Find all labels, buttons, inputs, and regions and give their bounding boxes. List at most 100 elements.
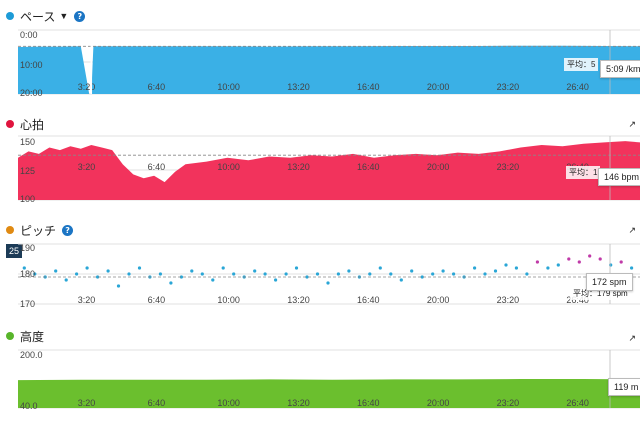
y-axis-label: 180 bbox=[20, 269, 35, 279]
elevation-title: 高度 bbox=[20, 329, 45, 344]
heart-average-label: 平均：1 bbox=[566, 166, 601, 179]
cadence-point bbox=[525, 272, 529, 276]
cadence-point bbox=[504, 263, 508, 267]
cadence-point bbox=[483, 272, 487, 276]
cadence-point bbox=[441, 269, 445, 273]
heart-section-header: 心拍 bbox=[0, 115, 44, 133]
help-icon[interactable]: ? bbox=[74, 10, 86, 22]
cadence-point bbox=[22, 266, 26, 270]
x-tick-label: 10:00 bbox=[217, 82, 240, 92]
x-tick-label: 10:00 bbox=[217, 162, 240, 172]
help-icon[interactable]: ? bbox=[62, 224, 74, 236]
y-axis-label: 20:00 bbox=[20, 88, 43, 98]
cadence-point bbox=[64, 278, 68, 282]
x-tick-label: 26:40 bbox=[566, 82, 589, 92]
cadence-point bbox=[294, 266, 299, 270]
cadence-point bbox=[368, 272, 372, 276]
cadence-section-header: ピッチ ? bbox=[0, 221, 74, 239]
pace-title: ペース bbox=[20, 9, 56, 24]
cadence-point bbox=[116, 284, 121, 288]
cadence-point bbox=[315, 272, 320, 276]
pace-chart[interactable]: 0:00 10:00 20:00 3:20 6:40 10:00 13:20 16:40 20:… bbox=[0, 28, 640, 98]
cadence-point bbox=[54, 269, 58, 273]
cadence-point bbox=[546, 266, 550, 270]
x-tick-label: 26:40 bbox=[566, 295, 589, 305]
cadence-point bbox=[567, 257, 571, 261]
cadence-point bbox=[347, 269, 351, 273]
x-tick-label: 3:20 bbox=[78, 398, 96, 408]
cadence-chart[interactable]: 190 180 170 3:20 6:40 10:00 13:20 16:40 20:00 23:… bbox=[0, 240, 640, 310]
cadence-point bbox=[609, 263, 613, 267]
y-axis-label: 200.0 bbox=[20, 350, 43, 360]
cadence-point bbox=[378, 266, 382, 270]
cadence-point bbox=[431, 272, 435, 276]
cadence-point bbox=[179, 275, 183, 279]
x-tick-label: 3:20 bbox=[78, 162, 96, 172]
cadence-point bbox=[556, 263, 560, 267]
cadence-point bbox=[336, 272, 340, 276]
cadence-point bbox=[211, 278, 215, 282]
x-tick-label: 3:20 bbox=[78, 295, 96, 305]
cadence-point bbox=[326, 281, 330, 285]
y-axis-label: 0:00 bbox=[20, 30, 38, 40]
elevation-chart[interactable]: 200.0 40.0 3:20 6:40 10:00 13:20 16:40 20:00 23:… bbox=[0, 346, 640, 421]
x-tick-label: 13:20 bbox=[287, 295, 310, 305]
y-axis-label: 40.0 bbox=[20, 401, 38, 411]
expand-icon[interactable]: ↗ bbox=[628, 226, 636, 236]
x-tick-label: 23:20 bbox=[497, 162, 520, 172]
heart-dot-icon bbox=[6, 120, 14, 128]
cadence-point bbox=[410, 269, 414, 273]
elevation-section-header: 高度 bbox=[0, 327, 44, 345]
pace-current-tooltip: 5:09 /km bbox=[600, 60, 640, 78]
cadence-point bbox=[452, 272, 456, 276]
x-tick-label: 23:20 bbox=[497, 82, 520, 92]
cadence-point bbox=[263, 272, 267, 276]
cadence-point bbox=[493, 269, 498, 273]
cadence-point bbox=[200, 272, 204, 276]
heart-chart[interactable]: 150 125 100 3:20 6:40 10:00 13:20 16:40 20:00 23:… bbox=[0, 134, 640, 206]
cadence-point bbox=[137, 266, 142, 270]
x-tick-label: 6:40 bbox=[148, 162, 166, 172]
expand-icon[interactable]: ↗ bbox=[628, 334, 636, 344]
pace-average-label: 平均：5 bbox=[564, 58, 599, 71]
pace-series-area bbox=[18, 45, 640, 94]
pace-dot-icon bbox=[6, 12, 14, 20]
cadence-point bbox=[619, 260, 623, 264]
cadence-point bbox=[106, 269, 110, 273]
cadence-point bbox=[253, 269, 257, 273]
cadence-dot-icon bbox=[6, 226, 14, 234]
cadence-badge: 25 bbox=[6, 244, 22, 258]
cadence-point bbox=[221, 266, 225, 270]
cadence-point bbox=[33, 272, 37, 276]
x-tick-label: 20:00 bbox=[427, 162, 450, 172]
elevation-current-tooltip: 119 m bbox=[608, 378, 640, 396]
x-tick-label: 20:00 bbox=[427, 295, 450, 305]
chevron-down-icon[interactable]: ▼ bbox=[59, 11, 69, 21]
cadence-point bbox=[399, 278, 403, 282]
x-tick-label: 6:40 bbox=[148, 82, 166, 92]
heart-series-area bbox=[18, 141, 640, 200]
cadence-point bbox=[158, 272, 162, 276]
cadence-point bbox=[284, 272, 288, 276]
elevation-dot-icon bbox=[6, 332, 14, 340]
x-tick-label: 3:20 bbox=[78, 82, 96, 92]
heart-current-tooltip: 146 bpm bbox=[598, 168, 640, 186]
pace-section-header: ペース ▼ ? bbox=[0, 7, 86, 25]
x-tick-label: 26:40 bbox=[566, 398, 589, 408]
y-axis-label: 10:00 bbox=[20, 60, 43, 70]
x-tick-label: 13:20 bbox=[287, 398, 310, 408]
x-tick-label: 20:00 bbox=[427, 82, 450, 92]
cadence-point bbox=[630, 266, 634, 270]
cadence-point bbox=[274, 278, 278, 282]
cadence-current-tooltip: 172 spm bbox=[586, 273, 633, 291]
x-tick-label: 6:40 bbox=[148, 295, 166, 305]
cadence-point bbox=[588, 254, 592, 258]
cadence-point bbox=[232, 272, 236, 276]
x-tick-label: 13:20 bbox=[287, 162, 310, 172]
expand-icon[interactable]: ↗ bbox=[628, 120, 636, 130]
cadence-point bbox=[305, 275, 309, 279]
cadence-point bbox=[85, 266, 89, 270]
x-tick-label: 16:40 bbox=[357, 162, 380, 172]
cadence-point bbox=[598, 257, 602, 261]
x-tick-label: 16:40 bbox=[357, 295, 380, 305]
